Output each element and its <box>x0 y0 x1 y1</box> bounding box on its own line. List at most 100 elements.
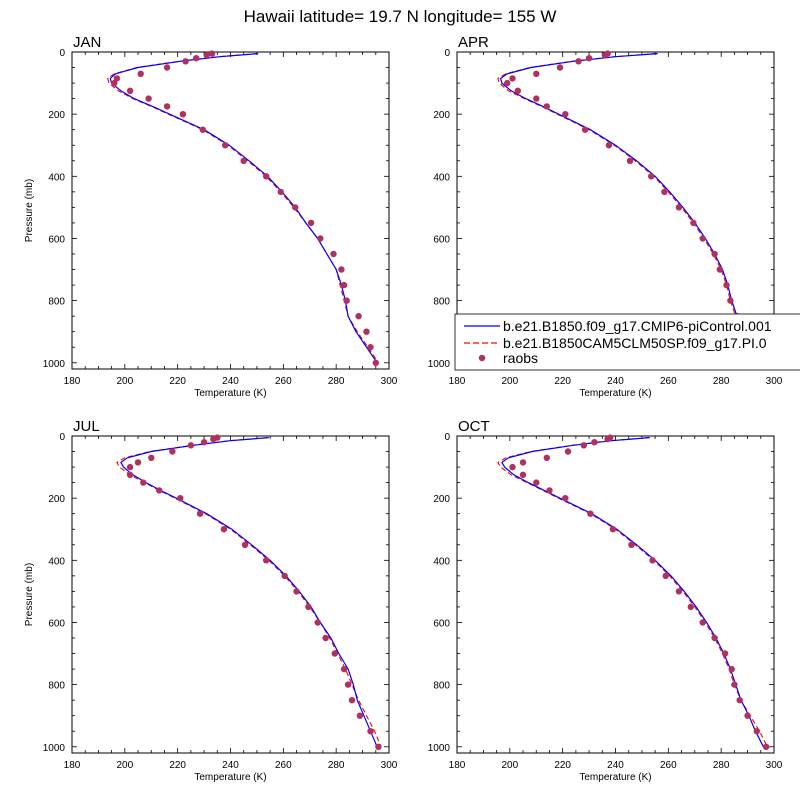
raobs-point <box>145 95 152 102</box>
x-axis-label: Temperature (K) <box>579 388 651 399</box>
raobs-point <box>193 55 200 62</box>
raobs-point <box>372 359 379 366</box>
x-tick-label: 300 <box>766 760 783 771</box>
raobs-point <box>240 157 247 164</box>
x-axis-label: Temperature (K) <box>579 772 651 783</box>
raobs-point <box>203 51 210 59</box>
raobs-point <box>721 650 729 657</box>
series-line-model1 <box>499 53 762 364</box>
x-tick-label: 180 <box>449 376 466 387</box>
y-tick-label: 1000 <box>43 359 66 370</box>
series-line-model1 <box>120 437 378 748</box>
raobs-point <box>222 142 229 149</box>
raobs-point <box>156 487 163 494</box>
raobs-point <box>208 50 216 57</box>
x-tick-label: 220 <box>169 760 186 771</box>
panel-title: APR <box>458 34 489 51</box>
raobs-point <box>199 126 206 133</box>
raobs-point <box>281 572 288 580</box>
x-tick-label: 240 <box>222 376 239 387</box>
raobs-point <box>562 111 569 118</box>
y-tick-label: 200 <box>433 494 450 505</box>
raobs-point <box>543 103 550 110</box>
raobs-point <box>196 510 204 517</box>
x-tick-label: 200 <box>501 760 518 771</box>
raobs-point <box>331 650 338 657</box>
y-tick-label: 200 <box>48 110 65 121</box>
raobs-point <box>716 266 723 273</box>
raobs-point <box>628 541 635 548</box>
raobs-point <box>661 188 668 196</box>
raobs-point <box>533 479 540 486</box>
y-tick-label: 600 <box>48 618 65 629</box>
raobs-point <box>762 743 770 750</box>
raobs-point <box>604 435 611 443</box>
y-tick-label: 1000 <box>43 743 66 754</box>
raobs-point <box>591 439 598 446</box>
raobs-point <box>564 448 572 455</box>
x-tick-label: 280 <box>328 760 345 771</box>
raobs-point <box>293 588 300 595</box>
raobs-point <box>137 70 144 78</box>
x-tick-label: 240 <box>607 376 624 387</box>
raobs-point <box>317 235 324 242</box>
y-tick-label: 800 <box>433 297 450 308</box>
panel-jan: 180 200 220 240 260 280 300 0 200 400 600 800 1000 JA… <box>24 34 398 399</box>
raobs-point <box>675 588 683 595</box>
x-tick-label: 280 <box>713 376 730 387</box>
raobs-point <box>307 219 315 227</box>
series-line-model1 <box>109 53 378 364</box>
raobs-point <box>126 87 134 95</box>
raobs-point <box>690 219 697 227</box>
y-tick-label: 200 <box>48 494 65 505</box>
raobs-point <box>648 173 655 180</box>
raobs-point <box>723 281 730 289</box>
raobs-point <box>322 634 329 642</box>
raobs-point <box>711 634 718 642</box>
x-tick-label: 280 <box>713 760 730 771</box>
x-tick-label: 300 <box>766 376 783 387</box>
raobs-point <box>580 442 587 449</box>
raobs-point <box>263 173 270 180</box>
raobs-point <box>330 250 337 258</box>
raobs-point <box>562 495 569 502</box>
plot-frame <box>456 435 775 754</box>
legend-label-raobs: raobs <box>503 350 538 366</box>
raobs-point <box>220 526 228 533</box>
legend-label-model1: b.e21.B1850.f09_g17.CMIP6-piControl.001 <box>503 318 772 334</box>
raobs-point <box>113 75 121 82</box>
raobs-point <box>314 619 321 626</box>
raobs-point <box>744 712 751 719</box>
y-tick-label: 0 <box>444 48 450 59</box>
y-tick-label: 0 <box>59 48 65 59</box>
y-tick-label: 600 <box>48 234 65 245</box>
raobs-point <box>187 442 195 449</box>
plot-frame <box>71 435 390 754</box>
series-line-model2 <box>497 437 768 748</box>
x-tick-label: 200 <box>116 760 133 771</box>
x-axis-label: Temperature (K) <box>194 772 266 783</box>
raobs-point <box>543 454 550 461</box>
series-line-model1 <box>501 437 764 748</box>
y-tick-label: 0 <box>59 432 65 443</box>
raobs-point <box>134 459 142 466</box>
raobs-point <box>263 557 270 564</box>
raobs-point <box>126 463 134 471</box>
legend-marker-raobs <box>478 354 486 362</box>
y-tick-label: 600 <box>433 618 450 629</box>
raobs-point <box>675 204 683 211</box>
panel-oct: 180 200 220 240 260 280 300 0 200 400 600 800 1000 OC… <box>428 418 783 783</box>
series-line-model2 <box>116 437 382 748</box>
x-tick-label: 260 <box>660 760 677 771</box>
x-tick-label: 260 <box>275 376 292 387</box>
x-tick-label: 180 <box>449 760 466 771</box>
raobs-point <box>344 681 352 688</box>
y-tick-label: 400 <box>433 172 450 183</box>
raobs-point <box>728 665 735 673</box>
y-tick-label: 400 <box>48 556 65 567</box>
raobs-point <box>509 463 516 471</box>
x-tick-label: 220 <box>554 376 571 387</box>
x-tick-label: 200 <box>501 376 518 387</box>
raobs-point <box>509 75 516 82</box>
raobs-point <box>731 681 738 688</box>
